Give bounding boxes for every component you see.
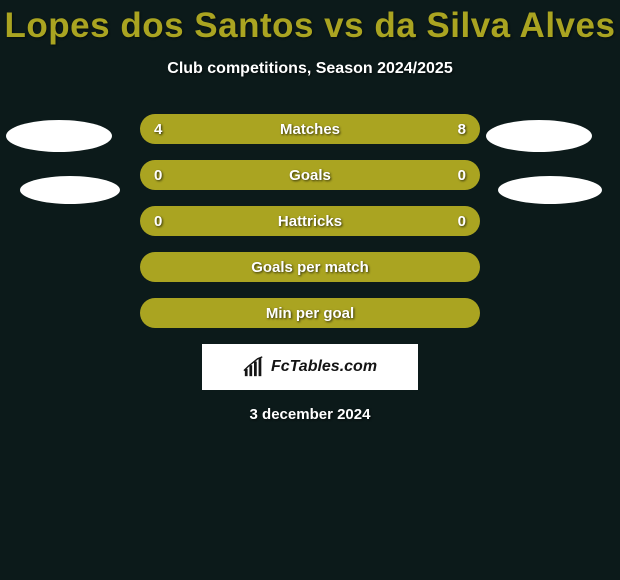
stat-bar: 0 Hattricks 0 (140, 206, 480, 236)
site-logo: FcTables.com (202, 344, 418, 390)
left-avatar-ellipse (20, 176, 120, 204)
stat-bar: 4 Matches 8 (140, 114, 480, 144)
stat-label: Goals (140, 167, 480, 184)
bar-chart-icon (243, 356, 265, 378)
stat-label: Goals per match (140, 259, 480, 276)
stat-row-hattricks: 0 Hattricks 0 (0, 206, 620, 236)
right-avatar-ellipse (486, 120, 592, 152)
stat-bar: 0 Goals 0 (140, 160, 480, 190)
stat-label: Hattricks (140, 213, 480, 230)
stat-row-goals-per-match: Goals per match (0, 252, 620, 282)
stat-label: Matches (140, 121, 480, 138)
stat-label: Min per goal (140, 305, 480, 322)
right-avatar-ellipse (498, 176, 602, 204)
stat-value-right: 0 (458, 213, 466, 230)
logo-text: FcTables.com (271, 358, 377, 376)
stat-bar: Min per goal (140, 298, 480, 328)
stat-bar: Goals per match (140, 252, 480, 282)
page-title: Lopes dos Santos vs da Silva Alves (0, 0, 620, 46)
stat-row-min-per-goal: Min per goal (0, 298, 620, 328)
date-label: 3 december 2024 (0, 406, 620, 423)
stat-value-right: 8 (458, 121, 466, 138)
left-avatar-ellipse (6, 120, 112, 152)
stat-value-right: 0 (458, 167, 466, 184)
page-subtitle: Club competitions, Season 2024/2025 (0, 60, 620, 78)
